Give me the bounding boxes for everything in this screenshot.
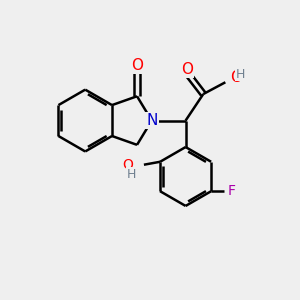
Text: O: O xyxy=(123,158,134,172)
Text: F: F xyxy=(228,184,236,198)
Text: O: O xyxy=(230,70,242,86)
Text: N: N xyxy=(146,113,158,128)
Text: O: O xyxy=(131,58,143,73)
Text: H: H xyxy=(127,168,136,181)
Text: H: H xyxy=(236,68,245,81)
Text: O: O xyxy=(181,61,193,76)
